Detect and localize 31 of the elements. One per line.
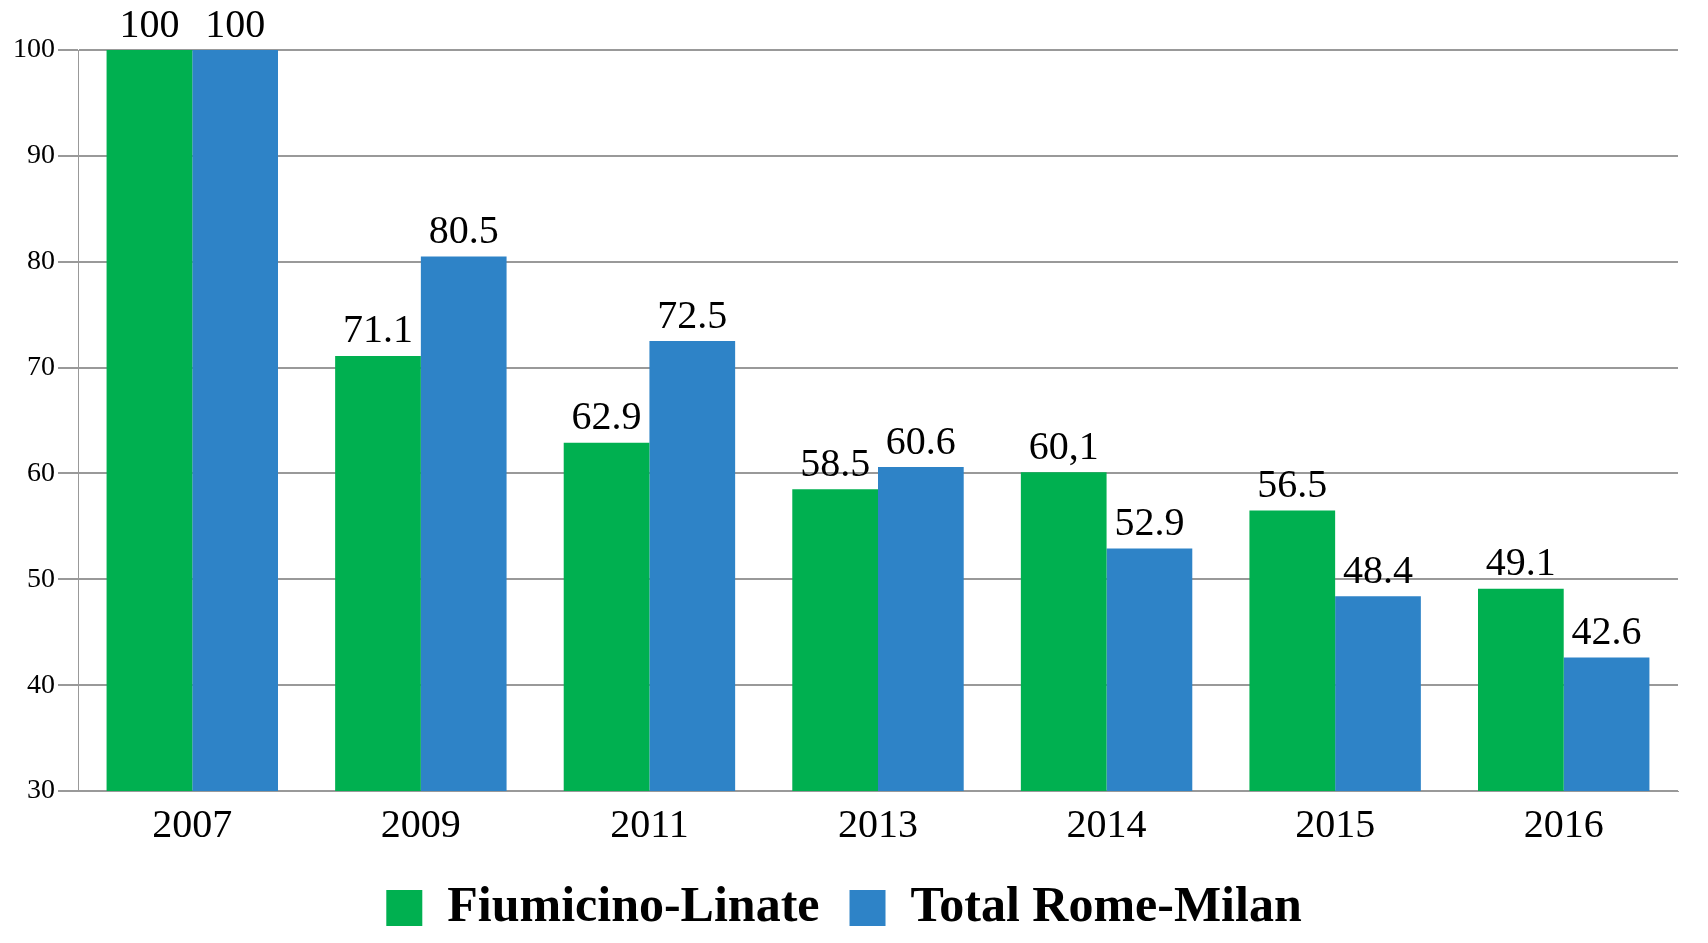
data-label: 72.5 bbox=[657, 291, 728, 337]
data-label: 80.5 bbox=[428, 206, 499, 252]
legend-label: Total Rome-Milan bbox=[910, 875, 1302, 932]
x-tick-label: 2016 bbox=[1523, 800, 1604, 846]
y-tick-label: 60 bbox=[27, 455, 55, 487]
y-tick-label: 90 bbox=[27, 138, 55, 170]
data-label: 49.1 bbox=[1485, 539, 1556, 585]
data-label: 52.9 bbox=[1114, 499, 1185, 545]
y-tick-label: 80 bbox=[27, 244, 55, 276]
data-label: 56.5 bbox=[1257, 460, 1328, 506]
y-tick-label: 70 bbox=[27, 349, 55, 381]
x-tick-label: 2007 bbox=[152, 800, 233, 846]
y-tick-label: 30 bbox=[27, 773, 55, 805]
x-tick-label: 2015 bbox=[1295, 800, 1376, 846]
x-tick-label: 2013 bbox=[838, 800, 918, 846]
data-label: 71.1 bbox=[343, 306, 413, 352]
y-tick-label: 40 bbox=[27, 667, 55, 699]
x-tick-label: 2009 bbox=[380, 800, 461, 846]
data-label: 60,1 bbox=[1028, 422, 1099, 468]
data-label: 100 bbox=[205, 0, 266, 46]
data-label: 58.5 bbox=[800, 439, 871, 485]
x-tick-label: 2014 bbox=[1066, 800, 1147, 846]
legend-label: Fiumicino-Linate bbox=[447, 875, 820, 932]
data-label: 48.4 bbox=[1343, 546, 1413, 592]
x-tick-label: 2011 bbox=[610, 800, 689, 846]
data-label: 100 bbox=[119, 0, 180, 46]
y-tick-label: 100 bbox=[13, 32, 55, 64]
data-label: 62.9 bbox=[571, 393, 642, 439]
data-label: 60.6 bbox=[885, 417, 956, 463]
y-tick-label: 50 bbox=[27, 561, 55, 593]
data-label: 42.6 bbox=[1571, 608, 1642, 654]
